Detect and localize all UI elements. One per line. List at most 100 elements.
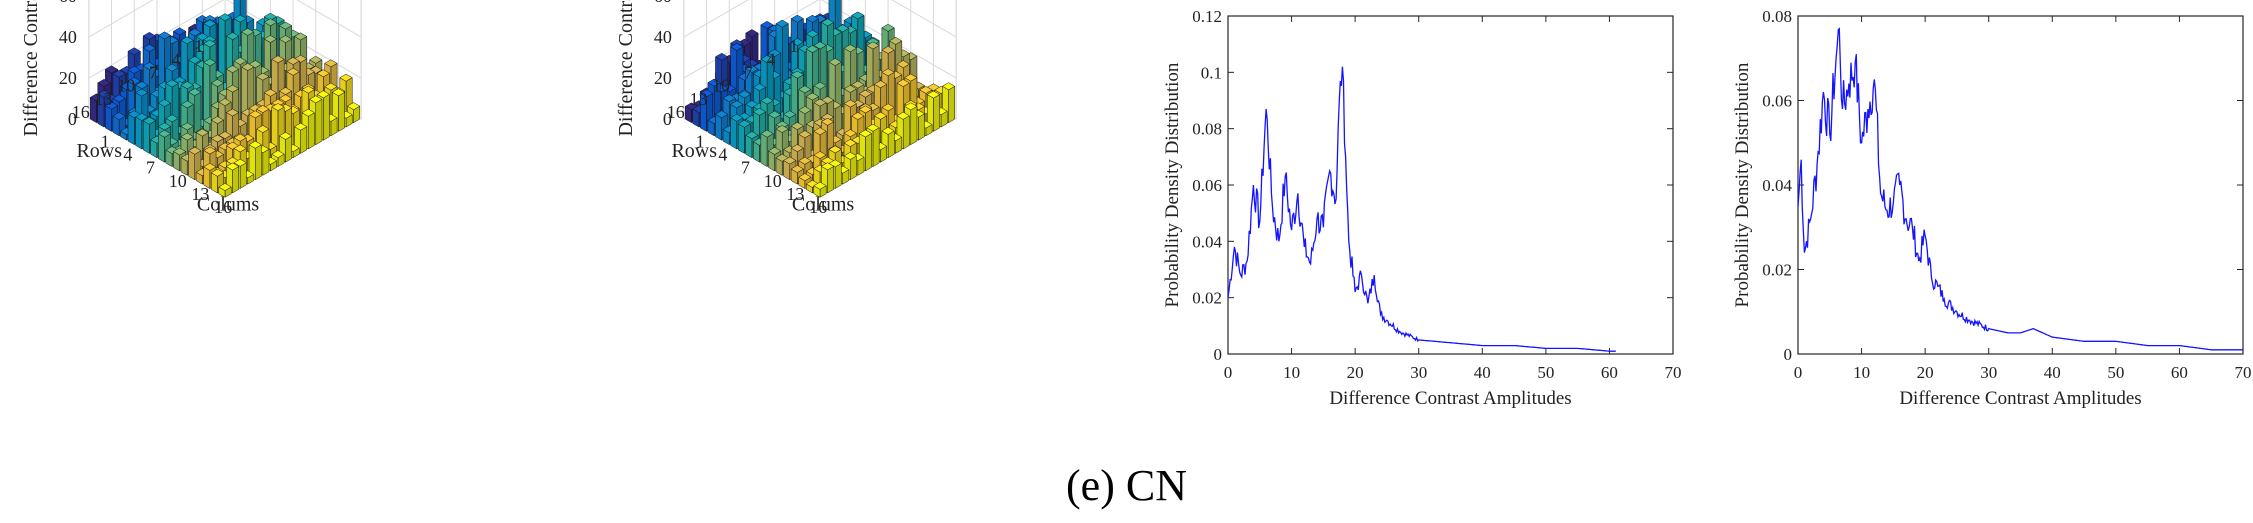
bar-side bbox=[315, 98, 323, 146]
y-tick-label: 0.12 bbox=[1192, 7, 1222, 26]
bar-top bbox=[767, 49, 782, 57]
row-tick-label: 4 bbox=[767, 49, 776, 69]
bar-top bbox=[135, 88, 149, 97]
bar-top bbox=[316, 69, 331, 78]
bar-top bbox=[331, 88, 346, 97]
bar-top bbox=[790, 122, 805, 130]
bar-side bbox=[232, 166, 240, 194]
bar-top bbox=[866, 41, 880, 50]
bar-top bbox=[293, 32, 308, 41]
bar-top bbox=[97, 78, 111, 87]
bar-top bbox=[843, 139, 857, 147]
bar-top bbox=[248, 110, 262, 119]
bar-front bbox=[760, 133, 768, 168]
bar-top bbox=[881, 127, 895, 135]
bar-top bbox=[324, 59, 338, 68]
z-tick-label: 20 bbox=[654, 68, 672, 88]
bar-top bbox=[210, 116, 225, 124]
bar-top bbox=[180, 132, 194, 141]
bar-side bbox=[902, 115, 910, 150]
bar-top bbox=[180, 100, 194, 109]
col-tick-label: 16 bbox=[809, 197, 827, 217]
bar bbox=[896, 111, 910, 150]
bar-top bbox=[218, 131, 232, 140]
z-tick-label: 60 bbox=[654, 0, 672, 6]
bar-top bbox=[233, 14, 247, 23]
y-tick-label: 0.08 bbox=[1762, 7, 1792, 26]
bar-top bbox=[783, 110, 797, 119]
bar-top bbox=[798, 85, 812, 94]
bar-top bbox=[775, 125, 789, 133]
row-tick-label: 7 bbox=[149, 63, 158, 83]
bar-top bbox=[783, 156, 797, 165]
bar-top bbox=[714, 52, 729, 61]
x-tick-label: 20 bbox=[1347, 363, 1364, 382]
x-tick-label: 0 bbox=[1224, 363, 1233, 382]
bar-side bbox=[285, 135, 292, 163]
bar-side bbox=[338, 91, 345, 132]
col-tick-label: 10 bbox=[169, 171, 187, 191]
bar-top bbox=[798, 130, 812, 139]
bar-top bbox=[760, 20, 774, 29]
row-axis-label: Rows bbox=[671, 140, 717, 162]
bar-side bbox=[262, 148, 270, 176]
bar-top bbox=[218, 13, 232, 22]
x-tick-label: 60 bbox=[1601, 363, 1618, 382]
bar-top bbox=[263, 35, 278, 43]
y-tick-label: 0.06 bbox=[1192, 176, 1222, 195]
bar-top bbox=[805, 29, 820, 38]
bar-top bbox=[904, 73, 918, 82]
x-axis-label: Difference Contrast Amplitudes bbox=[1329, 388, 1571, 409]
bar-top bbox=[926, 90, 941, 99]
bar-top bbox=[707, 78, 721, 87]
bar-top bbox=[157, 31, 172, 40]
bar-top bbox=[286, 57, 300, 65]
bar-top bbox=[873, 111, 888, 120]
bar-top bbox=[293, 122, 308, 131]
bar-top bbox=[805, 92, 820, 101]
bar-front bbox=[715, 113, 722, 141]
y-tick-label: 0.08 bbox=[1192, 120, 1222, 139]
bar-top bbox=[225, 84, 240, 93]
bar-top bbox=[790, 165, 805, 173]
bar-top bbox=[278, 94, 293, 103]
bar-top bbox=[941, 82, 956, 91]
bar-top bbox=[820, 117, 835, 126]
bar-top bbox=[233, 144, 247, 153]
row-tick-label: 1 bbox=[789, 36, 798, 56]
bar bbox=[941, 82, 956, 124]
x-tick-label: 70 bbox=[1665, 363, 1682, 382]
bar-top bbox=[745, 131, 759, 140]
y-tick-label: 0.02 bbox=[1192, 289, 1222, 308]
bar-top bbox=[225, 162, 240, 171]
bar-top bbox=[142, 116, 157, 125]
bar-top bbox=[798, 106, 812, 114]
bar-top bbox=[843, 44, 857, 53]
z-tick-label: 40 bbox=[59, 27, 77, 47]
bar-top bbox=[722, 94, 736, 103]
bar-front bbox=[730, 117, 738, 150]
x-tick-label: 10 bbox=[1853, 363, 1870, 382]
bar-top bbox=[157, 129, 172, 138]
bar-top bbox=[828, 145, 842, 154]
bar-top bbox=[127, 66, 141, 74]
bar-top bbox=[233, 57, 247, 65]
bar-top bbox=[256, 105, 270, 113]
bar-top bbox=[188, 88, 202, 96]
bar-top bbox=[790, 70, 805, 79]
bar-top bbox=[203, 19, 217, 28]
y-axis-label: Probability Density Distribution bbox=[1162, 62, 1183, 307]
x-tick-label: 10 bbox=[1283, 363, 1300, 382]
bar-top bbox=[135, 113, 149, 121]
bar-top bbox=[309, 65, 323, 74]
bar-front bbox=[188, 150, 195, 181]
bar-side bbox=[887, 130, 895, 159]
bar-top bbox=[904, 102, 918, 111]
col-tick-label: 1 bbox=[101, 131, 110, 151]
bar-front bbox=[745, 134, 753, 159]
bar-top bbox=[820, 18, 835, 27]
bar3d-chart-2: 0204060147101316147101316Difference Cont… bbox=[615, 0, 957, 217]
bar-side bbox=[827, 165, 835, 194]
row-tick-label: 1 bbox=[194, 36, 203, 56]
bar-top bbox=[843, 152, 857, 160]
